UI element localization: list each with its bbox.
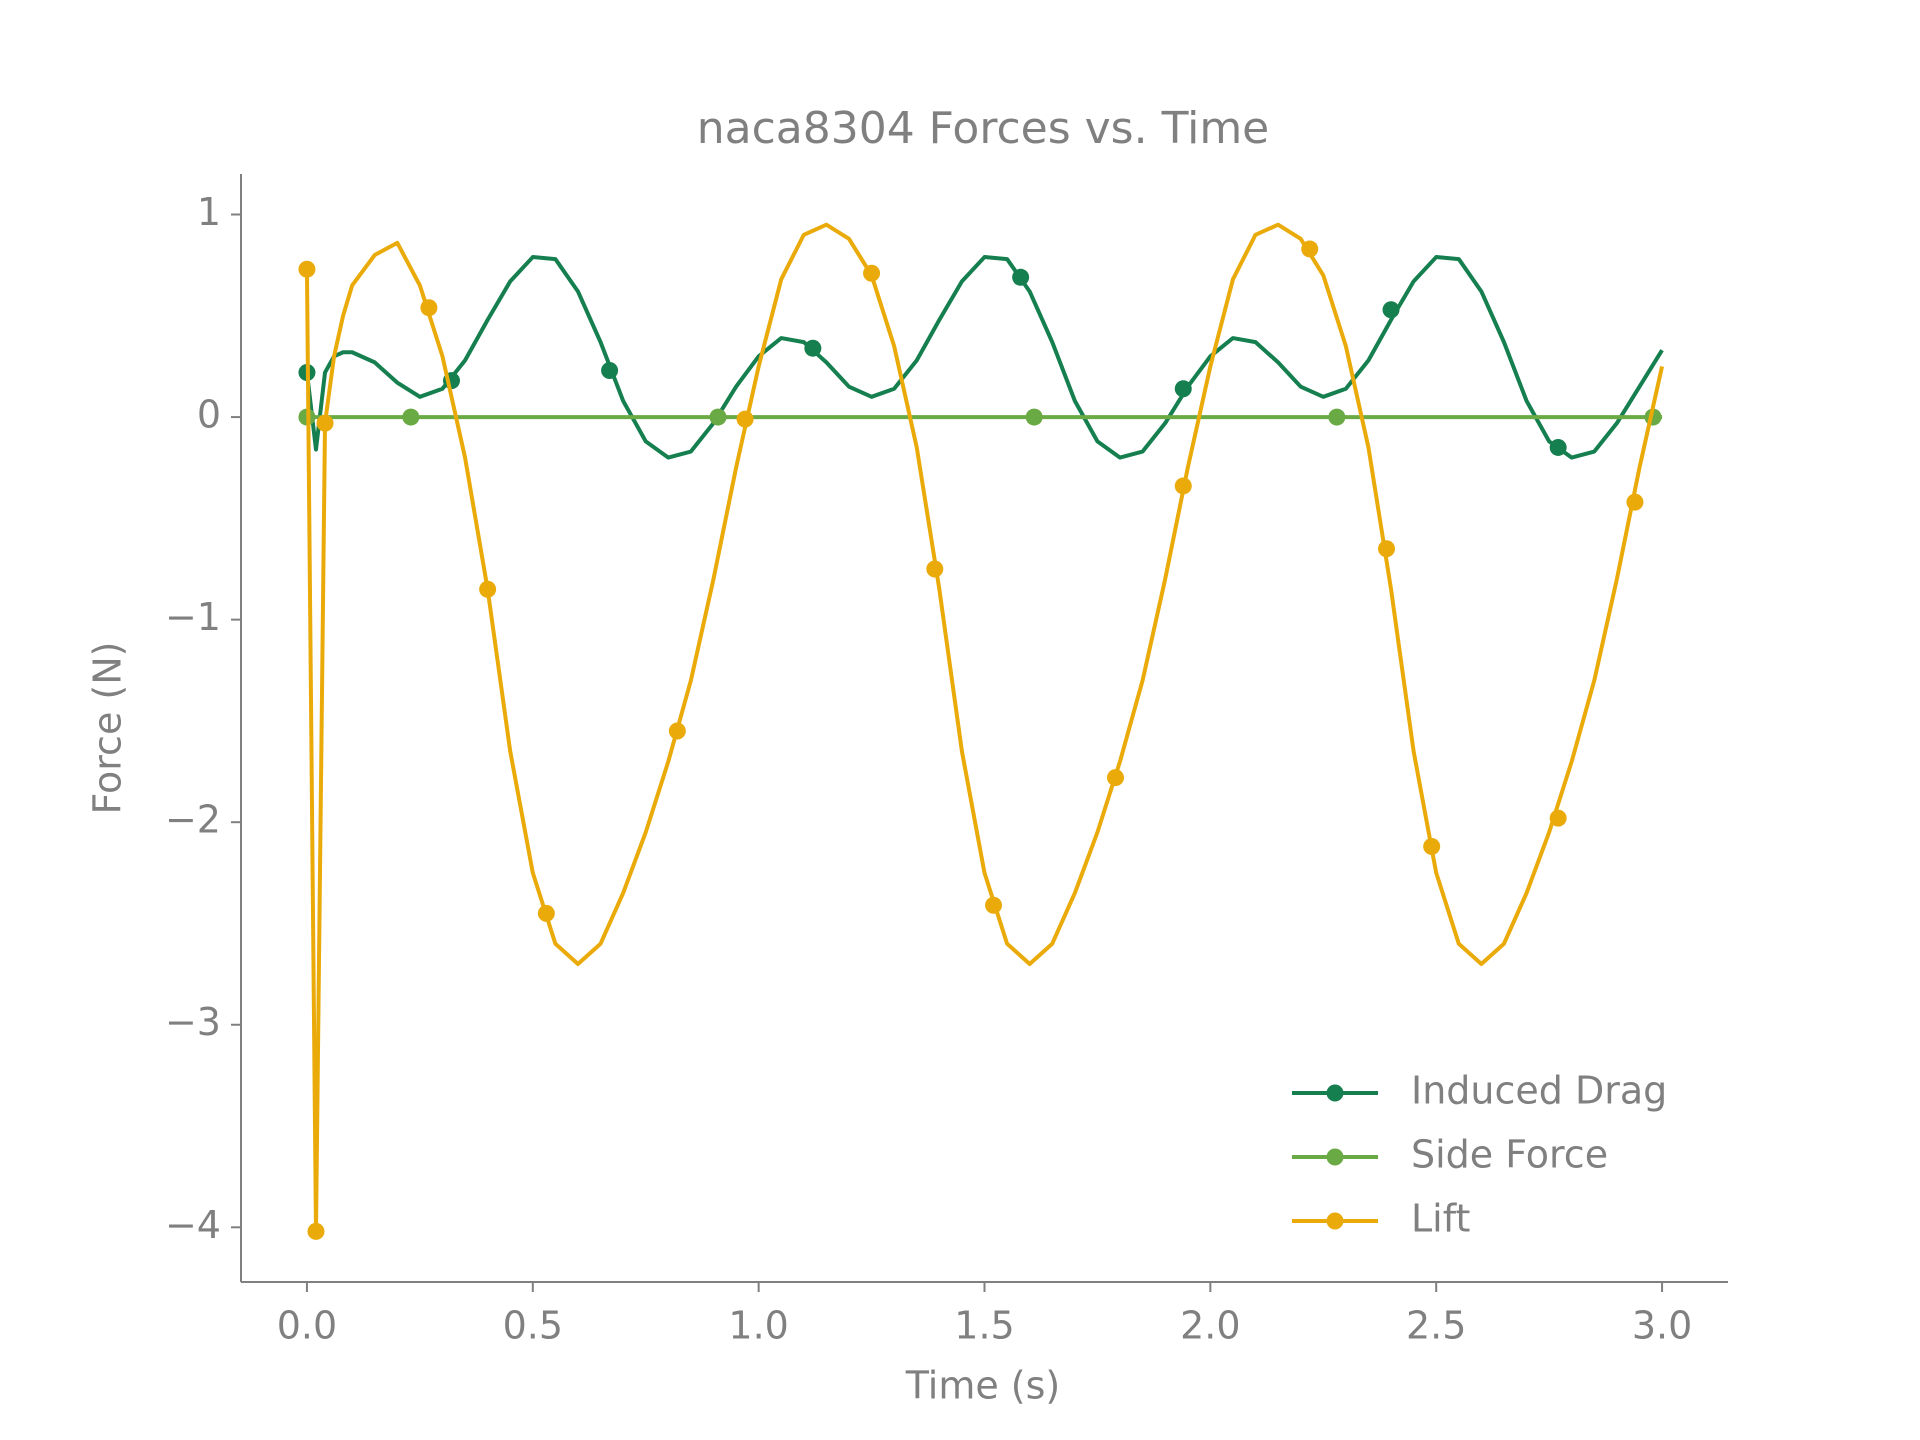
y-tick-label: −3 — [165, 1000, 221, 1044]
data-point — [1174, 477, 1192, 495]
x-tick-label: 0.0 — [277, 1304, 337, 1348]
data-point — [1301, 240, 1319, 258]
x-tick-label: 0.5 — [503, 1304, 563, 1348]
data-point — [1423, 837, 1441, 855]
data-point — [420, 299, 438, 317]
data-point — [926, 560, 944, 578]
y-tick-label: −2 — [165, 798, 221, 842]
data-point — [1549, 809, 1567, 827]
data-point — [1382, 301, 1400, 319]
data-point — [316, 414, 334, 432]
data-point — [1626, 493, 1644, 511]
data-point — [1106, 769, 1124, 787]
data-point — [1328, 408, 1346, 426]
legend-label: Side Force — [1411, 1133, 1608, 1177]
data-point — [1012, 268, 1030, 286]
data-point — [668, 722, 686, 740]
data-point — [804, 339, 822, 357]
legend-marker — [1326, 1212, 1344, 1230]
data-point — [601, 361, 619, 379]
chart-title: naca8304 Forces vs. Time — [697, 103, 1270, 154]
y-tick-label: −4 — [165, 1203, 221, 1247]
data-point — [479, 580, 497, 598]
y-tick-label: −1 — [165, 595, 221, 639]
data-point — [307, 1222, 325, 1240]
x-tick-label: 2.0 — [1180, 1304, 1240, 1348]
data-point — [709, 408, 727, 426]
legend-marker — [1326, 1148, 1344, 1166]
data-point — [1025, 408, 1043, 426]
y-tick-label: 0 — [197, 393, 221, 437]
y-axis-label: Force (N) — [86, 642, 130, 815]
data-point — [1549, 438, 1567, 456]
x-tick-label: 1.5 — [954, 1304, 1014, 1348]
data-point — [985, 896, 1003, 914]
legend-label: Lift — [1411, 1197, 1470, 1241]
data-point — [402, 408, 420, 426]
series-line — [304, 255, 1664, 460]
x-tick-label: 1.0 — [728, 1304, 788, 1348]
legend-marker — [1326, 1084, 1344, 1102]
x-tick-label: 3.0 — [1632, 1304, 1692, 1348]
data-point — [863, 264, 881, 282]
data-point — [298, 260, 316, 278]
data-point — [736, 410, 754, 428]
series-line — [304, 222, 1665, 1234]
x-tick-label: 2.5 — [1406, 1304, 1466, 1348]
legend-label: Induced Drag — [1411, 1069, 1667, 1113]
data-point — [1174, 380, 1192, 398]
data-point — [1378, 540, 1396, 558]
y-tick-label: 1 — [197, 190, 221, 234]
data-point — [537, 904, 555, 922]
x-axis-label: Time (s) — [905, 1364, 1061, 1408]
